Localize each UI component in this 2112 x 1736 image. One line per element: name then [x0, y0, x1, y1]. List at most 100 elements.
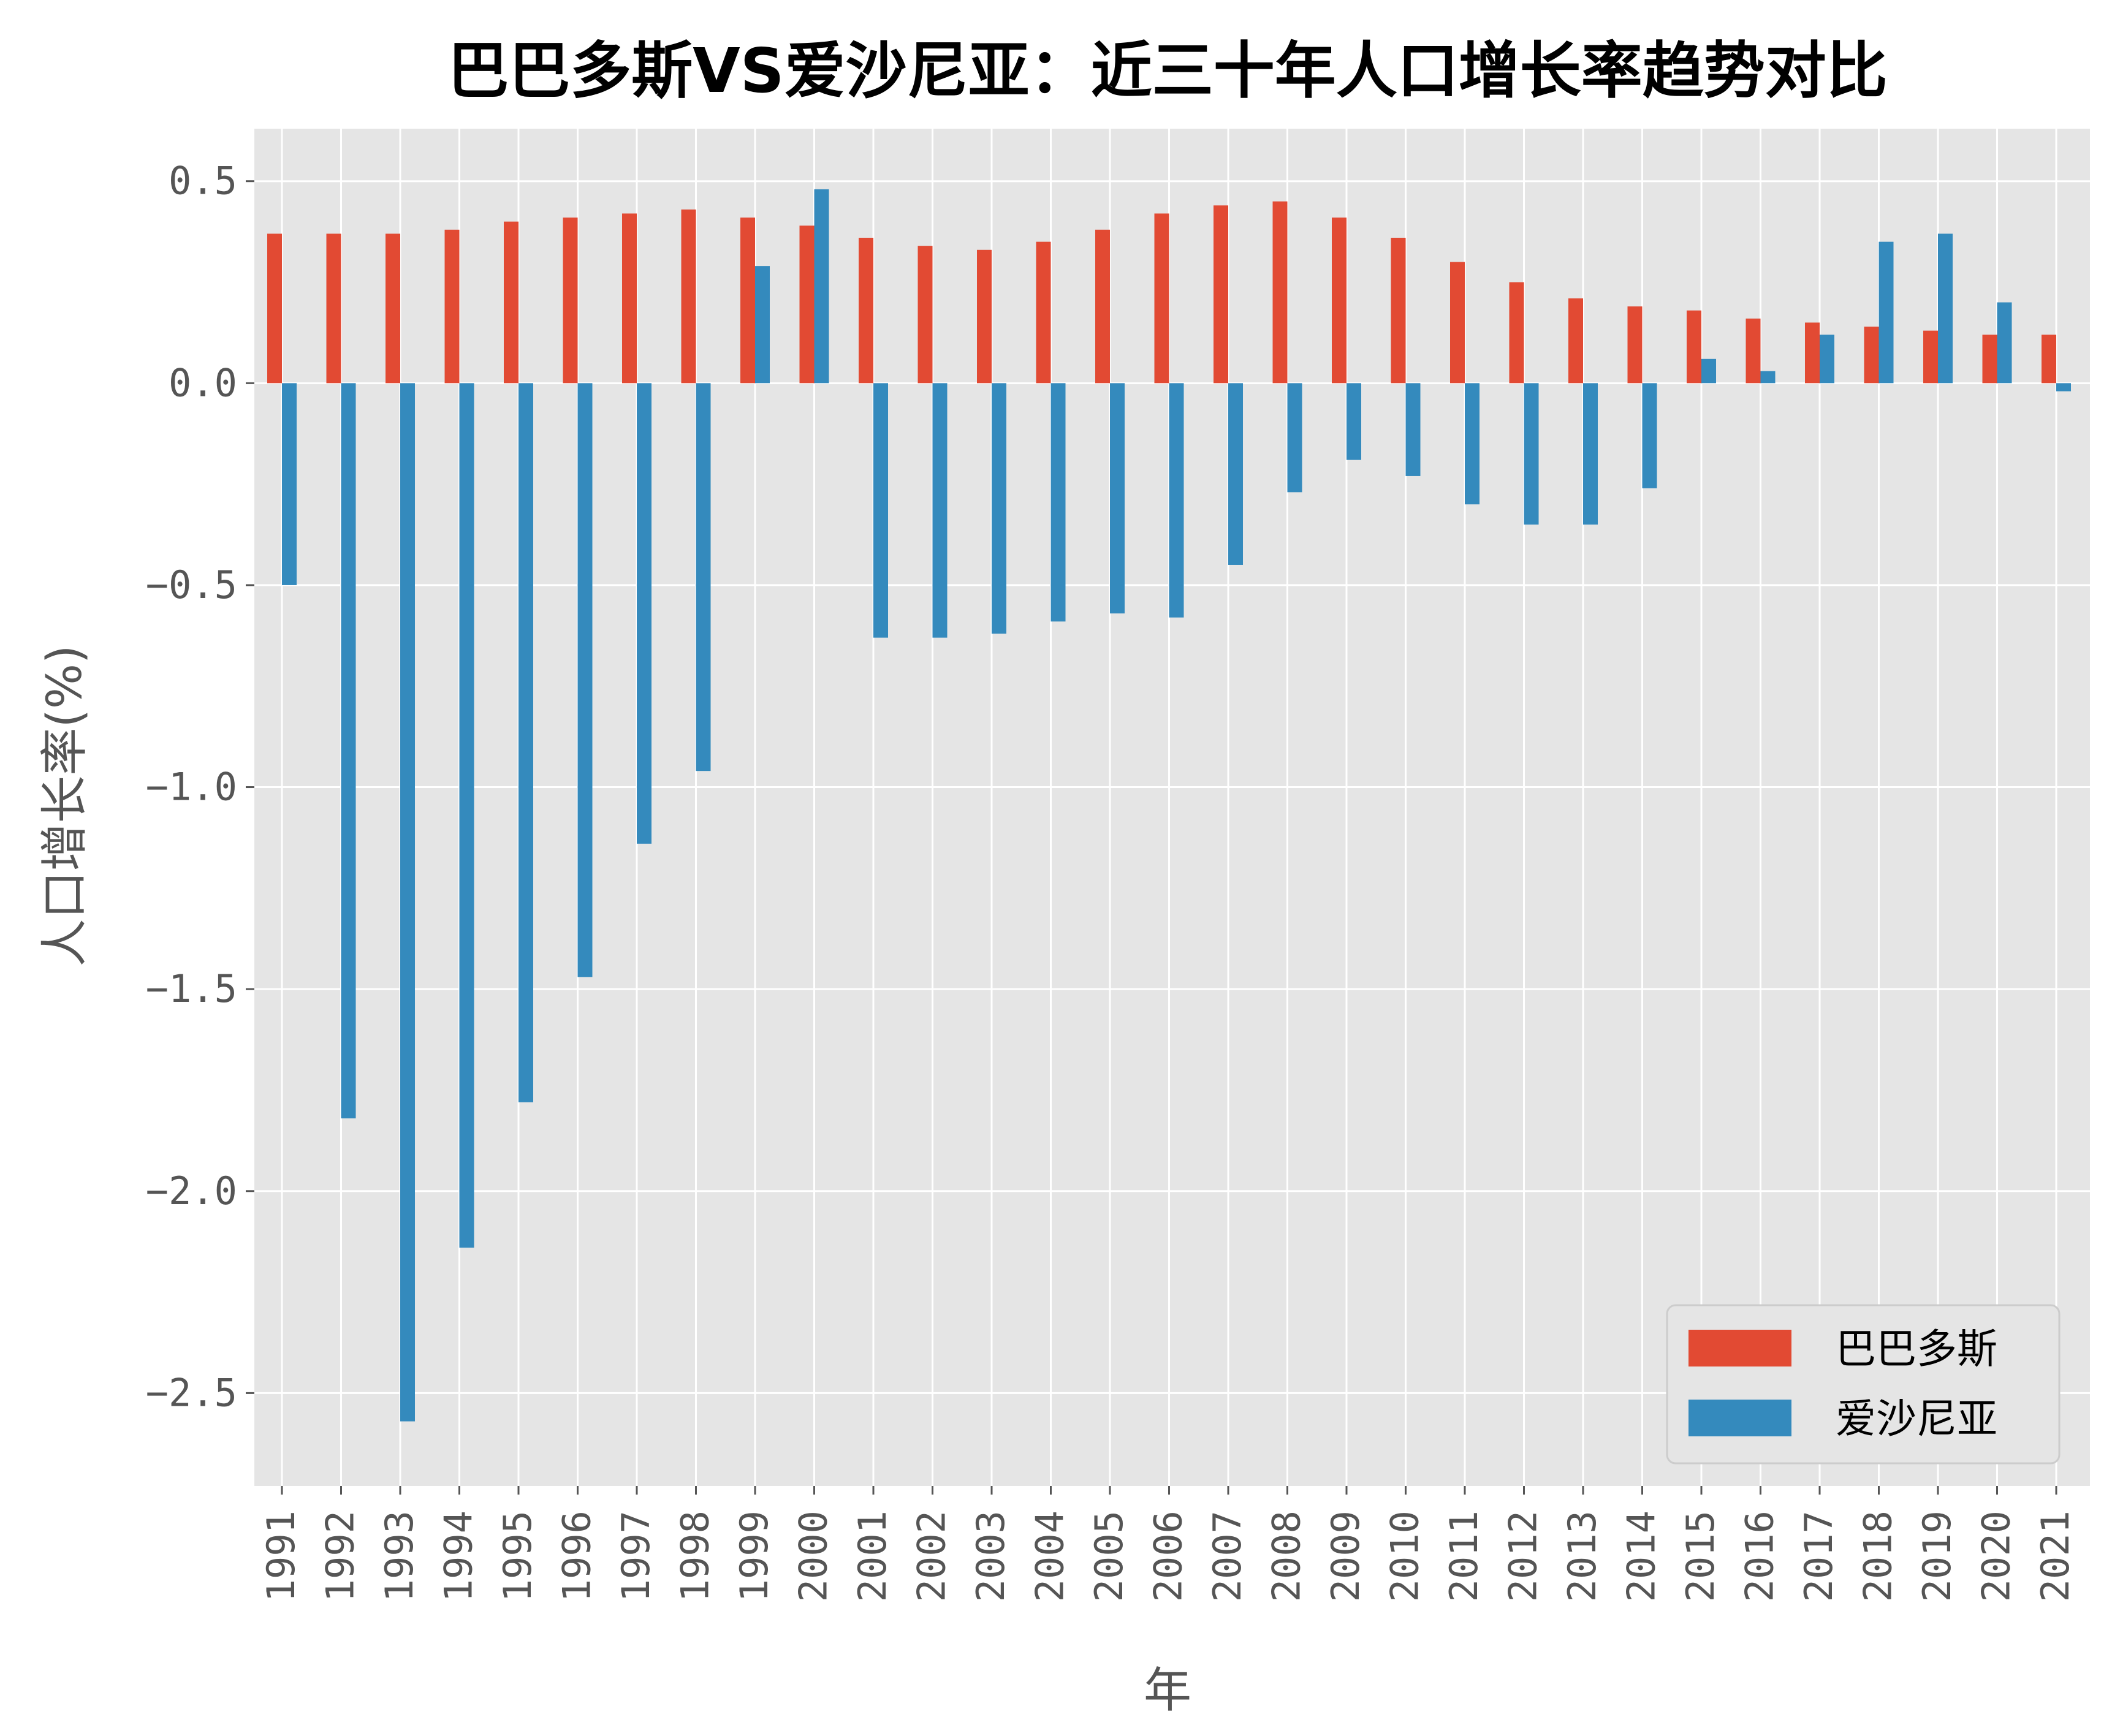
bar-estonia-2010	[1405, 383, 1421, 476]
x-tick-label: 2003	[968, 1510, 1013, 1602]
bar-barbados-2003	[977, 249, 992, 384]
bar-estonia-2019	[1938, 233, 1953, 384]
x-tick-label: 2011	[1442, 1510, 1486, 1602]
bar-barbados-2002	[917, 246, 933, 384]
legend-swatch-barbados	[1688, 1330, 1791, 1366]
bar-estonia-1994	[459, 383, 474, 1248]
y-axis-label: 人口增长率(%)	[37, 645, 93, 967]
legend-label-estonia: 爱沙尼亚	[1836, 1395, 1997, 1442]
bar-estonia-2021	[2056, 383, 2071, 392]
x-tick-label: 2004	[1028, 1510, 1073, 1602]
bar-estonia-1997	[637, 383, 651, 844]
bar-estonia-2008	[1287, 383, 1302, 493]
x-tick-label: 2010	[1383, 1510, 1427, 1602]
bar-estonia-2002	[932, 383, 948, 638]
bar-estonia-2015	[1701, 358, 1716, 384]
x-tick-label: 2002	[910, 1510, 954, 1602]
bar-barbados-2004	[1036, 241, 1051, 384]
bar-barbados-1997	[622, 213, 637, 384]
x-tick-label: 1993	[377, 1510, 422, 1602]
bar-barbados-2012	[1509, 282, 1524, 384]
x-tick-label: 2018	[1856, 1510, 1901, 1602]
bar-barbados-2021	[2042, 335, 2056, 384]
bar-barbados-1994	[444, 229, 460, 384]
bar-barbados-2010	[1391, 237, 1406, 384]
x-tick-label: 2021	[2033, 1510, 2078, 1602]
bar-estonia-2011	[1465, 383, 1480, 505]
bar-barbados-2006	[1154, 213, 1169, 384]
x-tick-label: 1995	[495, 1510, 540, 1602]
bar-estonia-1995	[519, 383, 533, 1102]
x-axis-ticks: 1991 1992 1993 1994 1995 1996 1997 1998 1999 2000…	[259, 1486, 2078, 1602]
bar-estonia-2013	[1583, 383, 1598, 525]
bar-estonia-2004	[1050, 383, 1066, 622]
x-tick-label: 2009	[1323, 1510, 1368, 1602]
y-tick-label: −1.5	[146, 966, 237, 1011]
plot-area	[254, 129, 2090, 1486]
bar-estonia-1991	[282, 383, 297, 585]
x-tick-label: 1998	[673, 1510, 718, 1602]
bar-estonia-1996	[577, 383, 593, 977]
x-tick-label: 2001	[850, 1510, 895, 1602]
x-tick-label: 2006	[1146, 1510, 1191, 1602]
bar-barbados-1995	[504, 221, 519, 384]
x-tick-label: 1999	[732, 1510, 777, 1602]
bar-estonia-1992	[341, 383, 356, 1119]
legend-label-barbados: 巴巴多斯	[1836, 1325, 1997, 1373]
bar-estonia-2005	[1110, 383, 1125, 614]
x-tick-label: 2005	[1087, 1510, 1131, 1602]
bar-barbados-1996	[563, 218, 578, 384]
legend: 巴巴多斯 爱沙尼亚	[1666, 1304, 2061, 1465]
bar-estonia-2001	[873, 383, 888, 638]
bar-barbados-2005	[1095, 229, 1110, 384]
x-tick-label: 2013	[1560, 1510, 1605, 1602]
x-tick-label: 1996	[555, 1510, 599, 1602]
bar-barbados-1992	[326, 233, 341, 384]
x-tick-label: 2007	[1205, 1510, 1250, 1602]
y-tick-label: 0.5	[169, 159, 237, 203]
bar-estonia-2018	[1878, 241, 1894, 384]
y-tick-label: −2.5	[146, 1370, 237, 1415]
x-tick-label: 2017	[1796, 1510, 1841, 1602]
y-tick-label: −2.0	[146, 1169, 237, 1213]
bar-estonia-2020	[1997, 302, 2012, 384]
x-tick-label: 2000	[791, 1510, 836, 1602]
bar-estonia-1993	[400, 383, 415, 1422]
bar-barbados-1998	[681, 209, 696, 384]
bar-estonia-2017	[1820, 335, 1834, 384]
bar-estonia-2014	[1642, 383, 1657, 488]
x-tick-label: 2014	[1619, 1510, 1664, 1602]
bar-barbados-2020	[1982, 335, 1997, 384]
x-tick-label: 2012	[1501, 1510, 1546, 1602]
bar-barbados-2007	[1214, 205, 1228, 384]
y-tick-label: 0.0	[169, 360, 237, 405]
bar-barbados-2017	[1805, 322, 1820, 384]
bar-barbados-1993	[386, 233, 400, 384]
bars	[267, 189, 2071, 1422]
bar-estonia-2006	[1169, 383, 1184, 618]
x-tick-label: 1997	[613, 1510, 658, 1602]
bar-estonia-2012	[1524, 383, 1539, 525]
bar-barbados-2016	[1745, 318, 1761, 384]
x-tick-label: 1992	[318, 1510, 363, 1602]
bar-estonia-2003	[992, 383, 1006, 634]
x-tick-label: 2019	[1915, 1510, 1959, 1602]
x-tick-label: 2020	[1974, 1510, 2019, 1602]
chart-title: 巴巴多斯VS爱沙尼亚：近三十年人口增长率趋势对比	[447, 35, 1887, 107]
legend-swatch-estonia	[1688, 1400, 1791, 1436]
x-tick-label: 2015	[1678, 1510, 1723, 1602]
x-tick-label: 1991	[259, 1510, 303, 1602]
bar-estonia-1999	[755, 266, 770, 384]
bar-estonia-2007	[1228, 383, 1243, 565]
bar-barbados-2001	[859, 237, 873, 384]
bar-barbados-2013	[1568, 298, 1583, 384]
bar-barbados-2000	[799, 226, 815, 384]
bar-barbados-1991	[267, 233, 282, 384]
bar-estonia-2000	[814, 189, 829, 384]
bar-estonia-2016	[1760, 371, 1776, 384]
bar-barbados-2019	[1923, 330, 1938, 384]
bar-estonia-2009	[1347, 383, 1361, 460]
x-axis-label: 年	[1144, 1663, 1191, 1718]
y-tick-label: −1.0	[146, 765, 237, 809]
